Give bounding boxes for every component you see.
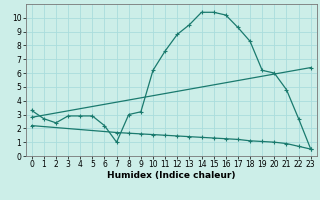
X-axis label: Humidex (Indice chaleur): Humidex (Indice chaleur) [107,171,236,180]
